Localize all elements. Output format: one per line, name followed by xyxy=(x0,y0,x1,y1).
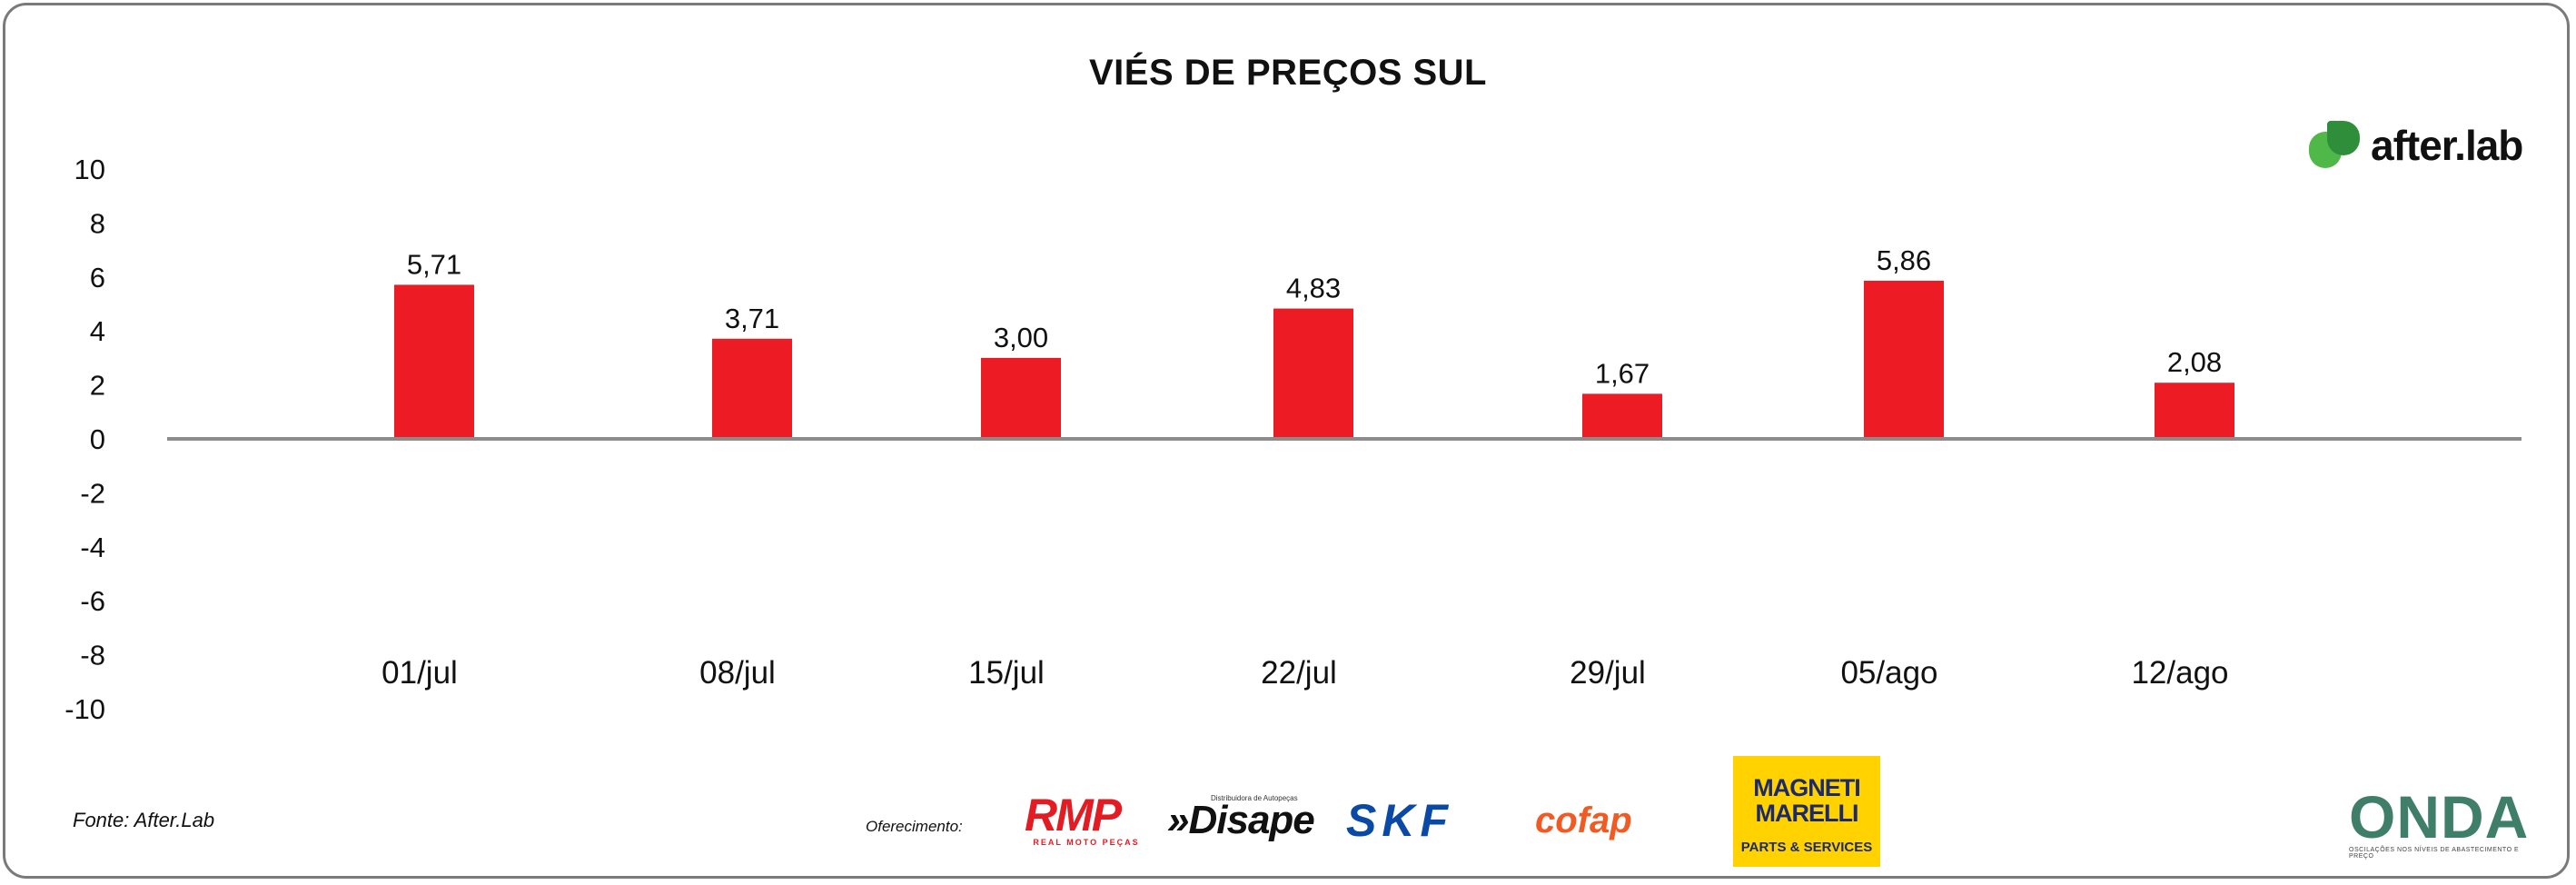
bar xyxy=(1273,308,1353,439)
bar-data-label: 3,00 xyxy=(994,322,1048,353)
bar-data-label: 2,08 xyxy=(2167,346,2222,378)
x-tick-label: 22/jul xyxy=(1261,655,1337,691)
rmp-subtitle: REAL MOTO PEÇAS xyxy=(1033,838,1140,847)
bar xyxy=(712,338,792,439)
magneti-line3: PARTS & SERVICES xyxy=(1740,840,1873,855)
x-tick-label: 08/jul xyxy=(699,655,776,691)
y-tick-label: -6 xyxy=(80,585,105,617)
afterlab-mark-icon xyxy=(2309,119,2362,172)
onda-wordmark: ONDA xyxy=(2349,783,2530,850)
x-tick-label: 29/jul xyxy=(1570,655,1646,691)
y-tick-label: 2 xyxy=(90,370,105,402)
bar xyxy=(981,357,1061,439)
sponsor-label: Oferecimento: xyxy=(866,818,963,835)
magneti-marelli-logo: MAGNETI MARELLI PARTS & SERVICES xyxy=(1733,756,1880,867)
bar-data-label: 3,71 xyxy=(725,303,779,334)
y-tick-label: -2 xyxy=(80,477,105,509)
skf-logo: SKF xyxy=(1346,798,1519,843)
bar xyxy=(2155,383,2234,439)
y-tick-label: 6 xyxy=(90,262,105,293)
bar-data-label: 5,71 xyxy=(407,248,461,280)
skf-wordmark: SKF xyxy=(1346,795,1453,846)
disape-logo: Distribuidora de Autopeças »Disape xyxy=(1167,794,1326,842)
bar xyxy=(1864,280,1944,439)
onda-subtitle: OSCILAÇÕES NOS NÍVEIS DE ABASTECIMENTO E… xyxy=(2349,847,2520,860)
bar-data-label: 5,86 xyxy=(1877,244,1931,276)
rmp-wordmark: RMP xyxy=(1025,790,1122,840)
bar xyxy=(1582,393,1662,439)
onda-logo: ONDA OSCILAÇÕES NOS NÍVEIS DE ABASTECIME… xyxy=(2349,787,2534,860)
rmp-logo: RMP REAL MOTO PEÇAS xyxy=(1025,790,1148,847)
bar-data-label: 4,83 xyxy=(1286,273,1341,304)
source-note: Fonte: After.Lab xyxy=(73,809,215,831)
y-tick-label: -4 xyxy=(80,532,105,563)
y-tick-label: 4 xyxy=(90,315,105,347)
magneti-line2: MARELLI xyxy=(1755,800,1859,827)
y-tick-label: 8 xyxy=(90,207,105,239)
magneti-line1: MAGNETI xyxy=(1753,774,1861,801)
disape-tagline: Distribuidora de Autopeças xyxy=(1211,794,1298,802)
cofap-wordmark: cofap xyxy=(1535,800,1632,840)
x-tick-label: 12/ago xyxy=(2131,655,2228,691)
bar xyxy=(394,284,474,439)
x-tick-label: 15/jul xyxy=(968,655,1045,691)
y-tick-label: -8 xyxy=(80,640,105,671)
afterlab-logo: after.lab xyxy=(2309,118,2523,173)
x-tick-label: 01/jul xyxy=(381,655,458,691)
chart-title: VIÉS DE PREÇOS SUL xyxy=(1089,53,1487,93)
afterlab-wordmark: after.lab xyxy=(2371,122,2523,169)
cofap-logo: cofap xyxy=(1535,800,1708,841)
y-tick-label: 0 xyxy=(90,423,105,455)
y-tick-label: -10 xyxy=(64,693,105,725)
disape-wordmark: »Disape xyxy=(1167,798,1315,842)
y-tick-label: 10 xyxy=(74,154,105,185)
x-tick-label: 05/ago xyxy=(1840,655,1937,691)
bar-data-label: 1,67 xyxy=(1595,357,1650,389)
